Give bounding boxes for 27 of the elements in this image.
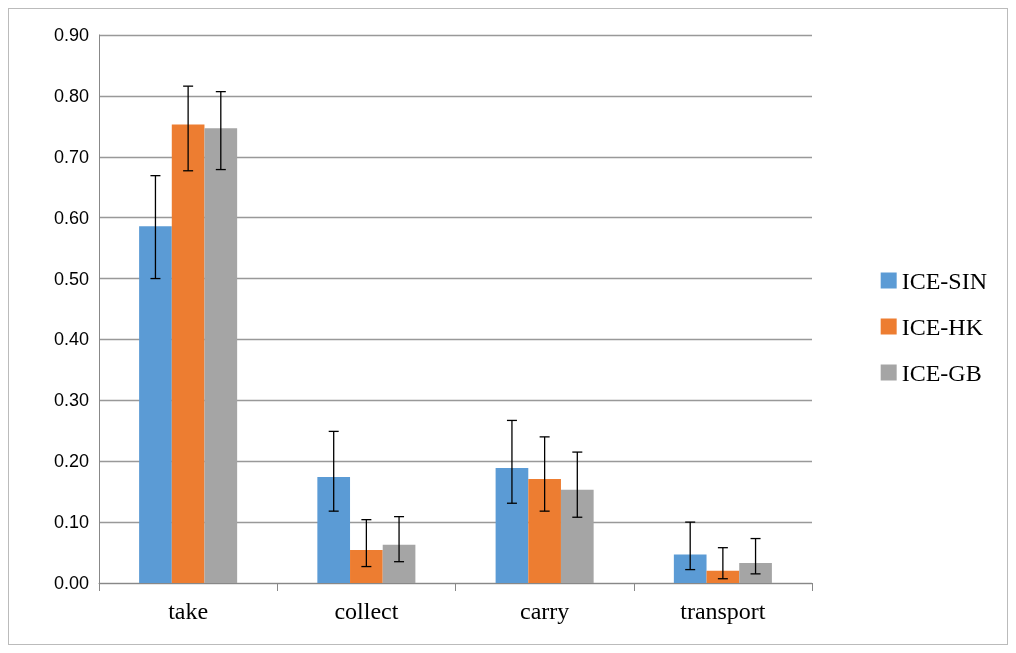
y-tick-label: 0.90 xyxy=(53,25,89,45)
bar xyxy=(171,124,205,583)
y-tick-label: 0.60 xyxy=(53,207,89,228)
legend-label: ICE-HK xyxy=(901,313,984,340)
y-tick-label: 0.10 xyxy=(53,512,89,533)
bar xyxy=(382,544,416,583)
bar xyxy=(495,467,529,583)
y-tick-label: 0.40 xyxy=(53,329,89,350)
bar xyxy=(706,570,740,583)
x-tick-label: carry xyxy=(519,598,570,624)
x-tick-label: transport xyxy=(680,598,766,624)
y-tick-label: 0.70 xyxy=(53,146,89,167)
y-tick-label: 0.30 xyxy=(53,390,89,411)
y-tick-label: 0.00 xyxy=(53,573,89,593)
legend-label: ICE-GB xyxy=(901,359,982,386)
bar xyxy=(673,554,707,583)
y-tick-label: 0.50 xyxy=(53,268,89,289)
y-tick-label: 0.80 xyxy=(53,85,89,106)
bar xyxy=(528,478,561,583)
bar xyxy=(317,477,351,583)
x-tick-label: take xyxy=(168,598,209,624)
bar xyxy=(139,226,172,583)
x-tick-label: collect xyxy=(334,598,399,624)
bar xyxy=(350,550,383,583)
legend-label: ICE-SIN xyxy=(901,267,987,294)
y-tick-label: 0.20 xyxy=(53,451,89,472)
bar xyxy=(739,562,772,583)
